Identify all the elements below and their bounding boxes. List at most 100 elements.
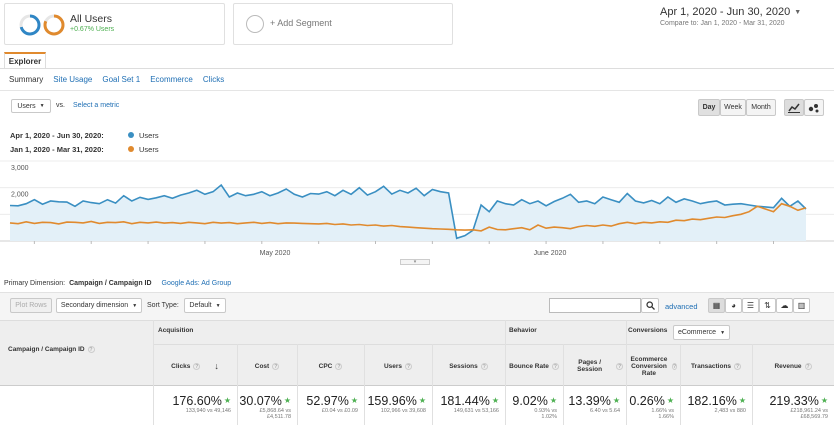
help-icon: ?: [804, 362, 812, 370]
sort-type-select[interactable]: Default ▼: [184, 298, 226, 313]
total-change-percent: 9.02%: [512, 393, 548, 408]
table-search-input[interactable]: [549, 298, 641, 313]
subtab-clicks[interactable]: Clicks: [202, 75, 225, 84]
column-header-label: CPC: [318, 362, 333, 370]
term-cloud-button[interactable]: ☁: [776, 298, 793, 313]
sort-type-label: Sort Type:: [147, 302, 179, 309]
total-cell-pages-session: 13.39% ★ 6.40 vs 5.64: [563, 393, 626, 415]
increase-star-icon: ★: [350, 396, 358, 405]
total-change-percent: 52.97%: [306, 393, 349, 408]
subtab-goal-set-1[interactable]: Goal Set 1: [102, 75, 141, 84]
total-change-percent: 30.07%: [239, 393, 282, 408]
column-header-pages-session[interactable]: Pages / Session?: [563, 347, 626, 385]
series-line-users-previous: [9, 202, 807, 232]
total-cell-transactions: 182.16% ★ 2,483 vs 880: [680, 393, 752, 415]
column-header-cpc[interactable]: CPC?: [297, 347, 364, 385]
search-icon: [645, 301, 655, 310]
chevron-down-icon: ▼: [215, 302, 221, 309]
percentage-view-button[interactable]: ◕: [725, 298, 742, 313]
column-header-revenue[interactable]: Revenue?: [752, 347, 834, 385]
month-button[interactable]: Month: [746, 99, 776, 116]
total-cell-bounce-rate: 9.02% ★ 0.93% vs 1.02%: [505, 393, 563, 421]
comparison-view-button[interactable]: ⇅: [759, 298, 776, 313]
column-divider: [680, 344, 681, 425]
column-header-label: Bounce Rate: [509, 362, 549, 370]
primary-dimension-label: Primary Dimension:: [4, 280, 66, 287]
column-header-clicks[interactable]: Clicks? ↓: [153, 347, 237, 385]
column-divider: [237, 344, 238, 425]
add-segment-button[interactable]: + Add Segment: [233, 3, 453, 45]
sort-arrow-icon[interactable]: ↓: [214, 361, 219, 371]
legend-range-previous: Jan 1, 2020 - Mar 31, 2020:: [10, 144, 104, 154]
tab-explorer[interactable]: Explorer: [4, 52, 46, 69]
total-comparison: 1.66%: [658, 414, 674, 420]
total-comparison: 133,940 vs 49,146: [185, 408, 231, 414]
date-range: Apr 1, 2020 - Jun 30, 2020: [660, 6, 791, 18]
increase-star-icon: ★: [418, 396, 426, 405]
line-chart-icon: [788, 103, 800, 113]
date-range-picker[interactable]: Apr 1, 2020 - Jun 30, 2020 ▼ Compare to:…: [660, 6, 830, 27]
metric-selector[interactable]: Users ▼: [11, 99, 51, 113]
term-cloud-icon: ☁: [780, 301, 789, 310]
plot-rows-button[interactable]: Plot Rows: [10, 298, 52, 313]
tab-divider: [0, 68, 834, 69]
secondary-dimension-select[interactable]: Secondary dimension ▼: [56, 298, 142, 313]
help-icon: ?: [193, 362, 201, 370]
legend-range-current: Apr 1, 2020 - Jun 30, 2020:: [10, 130, 104, 140]
total-change-percent: 13.39%: [568, 393, 611, 408]
total-comparison: 1.02%: [541, 414, 557, 420]
performance-view-button[interactable]: ☰: [742, 298, 759, 313]
y-tick-label: 3,000: [11, 165, 29, 172]
subtab-summary[interactable]: Summary: [9, 75, 44, 84]
chart-resize-handle[interactable]: ▾: [400, 259, 430, 265]
increase-star-icon: ★: [666, 396, 674, 405]
subtab-ecommerce[interactable]: Ecommerce: [150, 75, 193, 84]
compare-range: Jan 1, 2020 - Mar 31, 2020: [700, 20, 785, 27]
column-header-transactions[interactable]: Transactions?: [680, 347, 752, 385]
table-view-button[interactable]: ▦: [708, 298, 725, 313]
column-header-label: Pages / Session: [577, 359, 603, 373]
chevron-down-icon: ▼: [132, 302, 138, 309]
y-tick-label: 2,000: [11, 192, 29, 199]
row-header-label: Campaign / Campaign ID: [8, 346, 85, 353]
increase-star-icon: ★: [612, 396, 620, 405]
help-icon: ?: [551, 362, 559, 370]
vs-label: vs.: [56, 102, 65, 109]
column-divider: [153, 320, 154, 425]
segment-change: +0.67% Users: [70, 26, 115, 33]
column-divider: [297, 344, 298, 425]
total-change-percent: 176.60%: [172, 393, 222, 408]
line-chart-button[interactable]: [784, 99, 804, 116]
column-header-label: Revenue: [774, 362, 802, 370]
column-header-sessions[interactable]: Sessions?: [432, 347, 505, 385]
help-icon: ?: [616, 362, 623, 370]
column-header-users[interactable]: Users?: [364, 347, 432, 385]
subtab-site-usage[interactable]: Site Usage: [53, 75, 93, 84]
conversions-select-value: eCommerce: [677, 329, 717, 336]
x-tick-label: May 2020: [260, 250, 291, 257]
segment-all-users[interactable]: All Users +0.67% Users: [4, 3, 225, 45]
total-change-percent: 181.44%: [440, 393, 490, 408]
chevron-down-icon: ▼: [39, 103, 45, 109]
column-header-ecommerce-conversion-rate[interactable]: Ecommerce Conversion Rate?: [626, 347, 680, 385]
select-metric-link[interactable]: Select a metric: [73, 102, 120, 109]
bars-icon: ☰: [746, 301, 755, 310]
alt-dimension-link[interactable]: Google Ads: Ad Group: [161, 280, 232, 287]
search-button[interactable]: [641, 298, 659, 313]
grid-icon: ▦: [712, 301, 721, 310]
advanced-link[interactable]: advanced: [665, 302, 698, 311]
column-header-bounce-rate[interactable]: Bounce Rate?: [505, 347, 563, 385]
conversions-select[interactable]: eCommerce ▼: [673, 325, 730, 340]
column-header-cost[interactable]: Cost?: [237, 347, 297, 385]
week-button[interactable]: Week: [720, 99, 746, 116]
column-divider: [505, 320, 506, 425]
day-button[interactable]: Day: [698, 99, 720, 116]
group-divider: [153, 344, 834, 345]
column-header-label: Clicks: [171, 362, 191, 370]
segment-donut-icon: [19, 14, 41, 36]
column-divider: [752, 344, 753, 425]
totals-row: [0, 386, 834, 425]
motion-chart-button[interactable]: [804, 99, 824, 116]
total-cell-clicks: 176.60% ★ 133,940 vs 49,146: [153, 393, 237, 415]
pivot-view-button[interactable]: ▥: [793, 298, 810, 313]
